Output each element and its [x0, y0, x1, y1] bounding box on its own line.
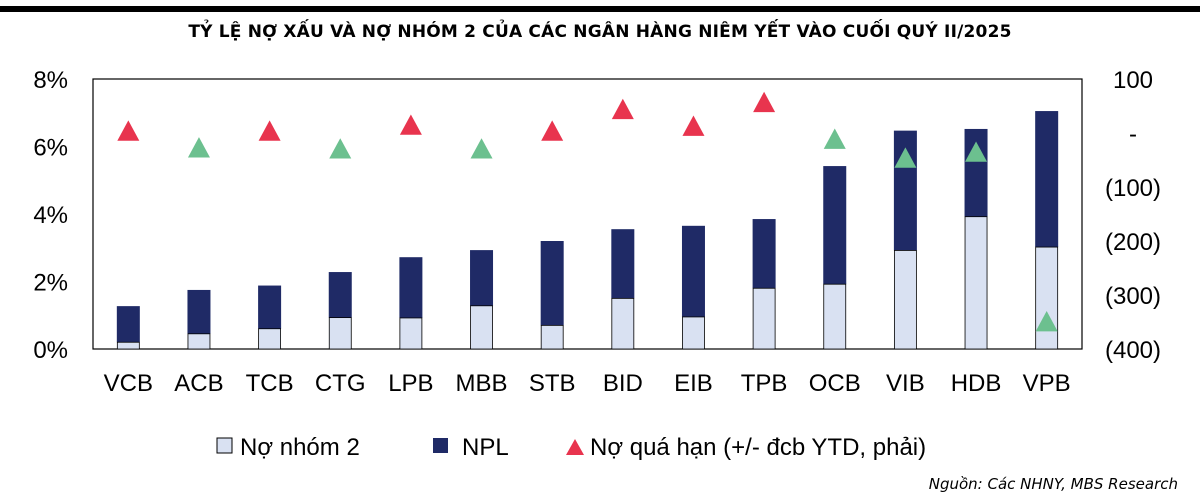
y-right-tick-label: (100)	[1105, 175, 1161, 202]
legend-label-npl: NPL	[462, 434, 509, 461]
marker-no-qua-han-tcb	[258, 120, 281, 141]
marker-no-qua-han-hdb	[965, 141, 988, 162]
x-tick-label-eib: EIB	[674, 370, 713, 397]
bar-npl-hdb	[964, 128, 988, 217]
bar-no-nhom-2-bid	[611, 297, 635, 350]
x-tick-label-acb: ACB	[174, 370, 223, 397]
y-left-tick-label: 4%	[33, 202, 68, 229]
marker-no-qua-han-bid	[611, 98, 634, 120]
marker-no-qua-han-eib	[682, 115, 705, 136]
marker-no-qua-han-vpb	[1035, 311, 1058, 332]
x-tick-label-mbb: MBB	[456, 370, 508, 397]
marker-no-qua-han-mbb	[470, 138, 493, 159]
bar-npl-mbb	[470, 250, 494, 306]
marker-no-qua-han-vcb	[117, 120, 140, 141]
legend-swatch-no-nhom-2	[216, 437, 233, 454]
bar-npl-lpb	[399, 257, 423, 318]
chart-title: TỶ LỆ NỢ XẤU VÀ NỢ NHÓM 2 CỦA CÁC NGÂN H…	[188, 22, 1012, 42]
bar-npl-tpb	[752, 219, 776, 289]
x-tick-label-ocb: OCB	[809, 370, 861, 397]
x-tick-label-vpb: VPB	[1023, 370, 1071, 397]
y-right-tick-label: -	[1129, 121, 1137, 148]
y-left-tick-label: 8%	[33, 67, 68, 94]
bar-npl-ocb	[823, 166, 847, 285]
marker-no-qua-han-vib	[894, 147, 917, 168]
y-right-tick-label: 100	[1113, 67, 1153, 94]
bar-no-nhom-2-tcb	[258, 328, 282, 350]
x-tick-label-bid: BID	[603, 370, 643, 397]
x-tick-label-lpb: LPB	[388, 370, 433, 397]
x-tick-label-vcb: VCB	[104, 370, 153, 397]
bar-no-nhom-2-lpb	[399, 317, 423, 350]
bar-npl-bid	[611, 229, 635, 299]
marker-no-qua-han-lpb	[399, 114, 422, 135]
bar-no-nhom-2-vpb	[1035, 246, 1059, 350]
bar-no-nhom-2-tpb	[752, 287, 776, 350]
bar-no-nhom-2-ocb	[823, 283, 847, 350]
bar-npl-eib	[681, 225, 705, 317]
y-right-tick-label: (200)	[1105, 229, 1161, 256]
marker-no-qua-han-stb	[541, 120, 564, 141]
x-tick-label-vib: VIB	[886, 370, 925, 397]
y-left-tick-label: 2%	[33, 270, 68, 297]
bar-no-nhom-2-vcb	[116, 341, 140, 350]
bar-no-nhom-2-mbb	[470, 305, 493, 350]
legend-swatch-npl	[433, 438, 448, 453]
y-left-tick-label: 0%	[33, 337, 68, 364]
bar-no-nhom-2-stb	[540, 324, 564, 350]
x-tick-label-tcb: TCB	[246, 370, 294, 397]
bar-npl-ctg	[328, 272, 352, 318]
top-rule	[0, 6, 1200, 12]
bar-no-nhom-2-acb	[187, 333, 211, 350]
bar-no-nhom-2-hdb	[964, 216, 988, 350]
legend-marker-no-qua-han	[566, 439, 584, 455]
bar-npl-tcb	[258, 285, 282, 329]
x-tick-label-stb: STB	[529, 370, 576, 397]
x-tick-label-hdb: HDB	[951, 370, 1002, 397]
source-note: Nguồn: Các NHNY, MBS Research	[928, 475, 1178, 493]
legend-label-no-qua-han: Nợ quá hạn (+/- đcb YTD, phải)	[590, 434, 926, 461]
bar-npl-vcb	[116, 306, 140, 343]
bar-no-nhom-2-vib	[893, 250, 917, 350]
x-tick-label-ctg: CTG	[315, 370, 366, 397]
bar-no-nhom-2-eib	[682, 316, 705, 350]
marker-no-qua-han-ctg	[329, 138, 352, 159]
bar-npl-vpb	[1035, 111, 1059, 248]
bar-npl-acb	[187, 289, 211, 334]
legend-label-no-nhom-2: Nợ nhóm 2	[240, 434, 360, 461]
plot-area	[92, 78, 1083, 350]
bar-no-nhom-2-ctg	[328, 317, 352, 350]
y-right-tick-label: (400)	[1105, 337, 1161, 364]
marker-no-qua-han-acb	[187, 137, 210, 158]
marker-no-qua-han-ocb	[823, 128, 846, 149]
bar-npl-stb	[540, 241, 564, 326]
x-tick-label-tpb: TPB	[741, 370, 788, 397]
y-right-tick-label: (300)	[1105, 283, 1161, 310]
y-left-tick-label: 6%	[33, 135, 68, 162]
marker-no-qua-han-tpb	[753, 91, 776, 113]
